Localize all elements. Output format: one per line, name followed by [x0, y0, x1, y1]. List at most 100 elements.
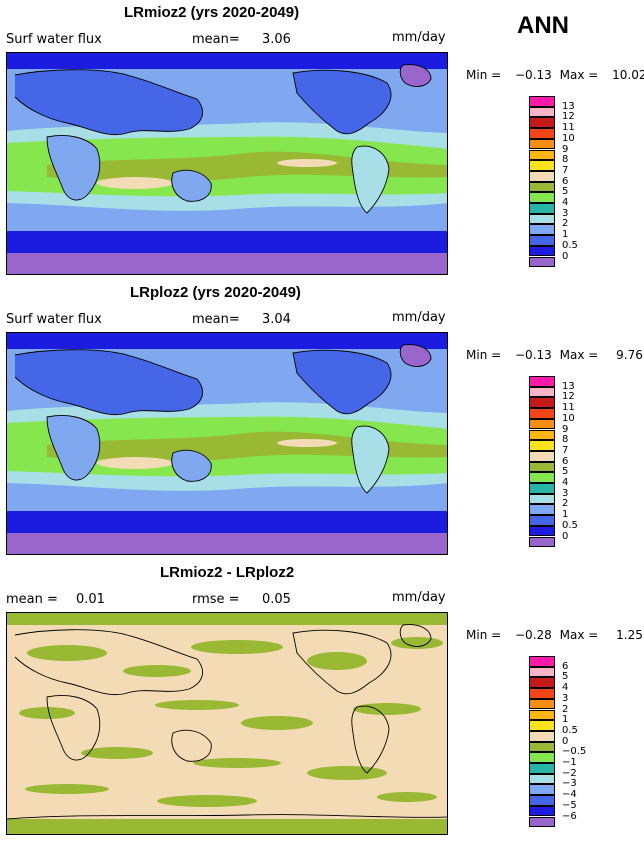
panel-3-map-svg [7, 613, 447, 834]
colorbar-swatch [529, 483, 555, 494]
colorbar-swatch [529, 795, 555, 806]
colorbar-tick-label: 2 [562, 218, 569, 230]
panel-1-arctic-band [7, 53, 447, 69]
panel-2-arctic-band [7, 333, 447, 349]
panel-3-units: mm/day [392, 590, 446, 605]
colorbar-swatch [529, 525, 555, 537]
panel-2-min-label: Min = [466, 348, 502, 362]
colorbar-tick-label: 9 [562, 423, 569, 435]
panel-3-mean-value: 0.01 [76, 592, 105, 607]
colorbar-tick-label: 11 [562, 122, 575, 134]
panel-3-min-label: Min = [466, 628, 502, 642]
colorbar-tick-label: −1 [562, 757, 577, 768]
colorbar-swatch [529, 784, 555, 796]
panel-2-minmax: Min = −0.13 Max = 9.76 [466, 348, 643, 362]
panel-1-max-label: Max = [559, 68, 599, 82]
panel-1-coastlines [14, 64, 432, 214]
colorbar-swatch [529, 472, 555, 483]
colorbar-tick-label: 9 [562, 143, 569, 155]
panel-1-high-flux-patch [97, 177, 173, 189]
colorbar-swatch [529, 376, 555, 387]
colorbar-tick-label: 13 [562, 100, 575, 112]
colorbar-tick-label: 1 [562, 509, 569, 521]
panel-2-high-flux-patch [97, 457, 173, 469]
panel-3-max-label: Max = [559, 628, 599, 642]
panel-3-max-value: 1.25 [616, 628, 643, 642]
colorbar-swatch [529, 96, 555, 107]
panel-2-colorbar: 13 12 11 10 9 8 7 6 5 4 3 2 1 0.5 0 [529, 376, 578, 548]
panel-2-itcz-band [47, 431, 447, 462]
colorbar-tick-label: 10 [562, 132, 575, 144]
panel-1-map [6, 52, 448, 275]
colorbar-tick-label: 0 [562, 250, 569, 262]
colorbar-swatch [529, 677, 555, 689]
colorbar-swatch [529, 386, 555, 398]
colorbar-swatch [529, 408, 555, 419]
colorbar-swatch [529, 720, 555, 731]
colorbar-swatch [529, 429, 555, 441]
panel-3-colorbar: 6 5 4 3 2 1 0.5 0 −0.5 −1 −2 −3 −4 −5 −6 [529, 656, 586, 828]
panel-2-africa [47, 415, 100, 481]
panel-2-max-value: 9.76 [616, 348, 643, 362]
panel-1-max-value: 10.02 [612, 68, 644, 82]
panel-3-title: LRmioz2 - LRploz2 [160, 564, 295, 581]
panel-1-greenland [400, 64, 431, 87]
panel-1-title: LRmioz2 (yrs 2020-2049) [124, 4, 300, 21]
panel-2-eurasia [15, 349, 203, 415]
colorbar-tick-label: −3 [562, 778, 577, 790]
colorbar-tick-label: 3 [562, 207, 569, 219]
panel-1-min-value: −0.13 [515, 68, 552, 82]
colorbar-swatch [529, 504, 555, 516]
colorbar-swatch [529, 106, 555, 118]
panel-1-southern-ocean-band [7, 231, 447, 253]
colorbar-tick-label: 0.5 [562, 239, 578, 251]
panel-2-title: LRploz2 (yrs 2020-2049) [130, 284, 301, 301]
colorbar-swatch [529, 461, 555, 473]
colorbar-swatch [529, 656, 555, 667]
panel-1-high-flux-patch-2 [277, 159, 337, 167]
panel-1-north-america [293, 70, 391, 134]
colorbar-swatch [529, 245, 555, 257]
colorbar-tick-label: 0.5 [562, 724, 578, 736]
panel-3-coastlines [7, 624, 447, 820]
colorbar-tick-label: 4 [562, 682, 569, 694]
panel-1-itcz-band [47, 151, 447, 182]
colorbar-swatch [529, 816, 555, 828]
colorbar-swatch [529, 805, 555, 817]
colorbar-tick-label: 7 [562, 164, 569, 176]
colorbar-swatch [529, 160, 555, 171]
panel-2-variable-label: Surf water flux [6, 312, 102, 327]
panel-2-max-label: Max = [559, 348, 599, 362]
colorbar-swatch [529, 773, 555, 785]
panel-1-africa [47, 135, 100, 201]
colorbar-tick-label: 0 [562, 530, 569, 542]
colorbar-swatch [529, 730, 555, 742]
colorbar-swatch [529, 203, 555, 214]
panel-3-minmax: Min = −0.28 Max = 1.25 [466, 628, 643, 642]
panel-1-eurasia [15, 69, 203, 135]
colorbar-swatch [529, 450, 555, 462]
colorbar-tick-label: 8 [562, 154, 569, 166]
colorbar-tick-label: 2 [562, 703, 569, 715]
panel-2-north-america [293, 350, 391, 414]
colorbar-tick-label: −5 [562, 799, 577, 811]
colorbar-tick-label: 1 [562, 229, 569, 241]
panel-1-colorbar: 13 12 11 10 9 8 7 6 5 4 3 2 1 0.5 0 [529, 96, 578, 268]
colorbar-tick-label: 0.5 [562, 519, 578, 531]
colorbar-tick-label: 12 [562, 391, 575, 403]
colorbar-swatch [529, 235, 555, 246]
panel-3-mean-label: mean = [6, 592, 58, 607]
colorbar-swatch [529, 515, 555, 526]
panel-2-map [6, 332, 448, 555]
colorbar-swatch [529, 117, 555, 129]
colorbar-tick-label: 6 [562, 175, 569, 187]
panel-3-min-value: −0.28 [515, 628, 552, 642]
panel-2-mean-value: 3.04 [262, 312, 291, 327]
colorbar-swatch [529, 752, 555, 763]
colorbar-swatch [529, 181, 555, 193]
colorbar-tick-label: 4 [562, 197, 569, 208]
panel-2-mean-label: mean= [192, 312, 240, 327]
colorbar-tick-label: 0 [562, 735, 569, 747]
panel-1-minmax: Min = −0.13 Max = 10.02 [466, 68, 644, 82]
colorbar-tick-label: 4 [562, 477, 569, 488]
